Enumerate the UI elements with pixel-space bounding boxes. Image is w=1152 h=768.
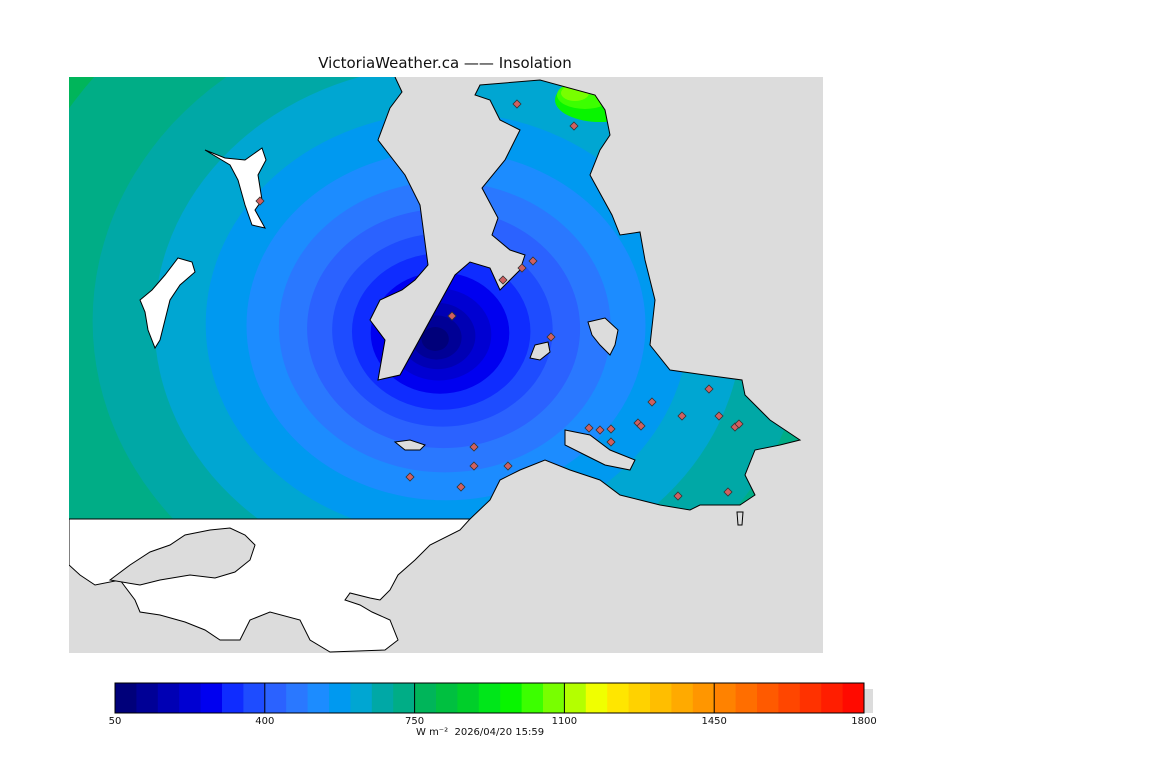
station-marker — [569, 121, 579, 131]
colorbar-swatch — [692, 683, 715, 713]
station-marker — [595, 425, 605, 435]
small-lake-east — [529, 341, 551, 361]
station-marker — [636, 421, 646, 431]
colorbar-swatch — [543, 683, 565, 713]
colorbar-swatch — [585, 683, 608, 713]
station-marker — [456, 482, 466, 492]
station-marker — [469, 461, 479, 471]
station-marker — [447, 311, 457, 321]
colorbar-swatch — [222, 683, 244, 713]
colorbar-swatch — [457, 683, 480, 713]
colorbar-swatch — [200, 683, 223, 713]
colorbar-frame — [114, 682, 865, 714]
station-marker — [606, 424, 616, 434]
timestamp-label: 2026/04/20 15:59 — [454, 727, 545, 738]
colorbar-swatch — [136, 683, 159, 713]
colorbar-swatch — [286, 683, 309, 713]
colorbar-tick-label: 750 — [405, 716, 425, 727]
colorbar — [114, 682, 873, 714]
colorbar-swatch — [264, 683, 287, 713]
colorbar-swatch — [393, 683, 416, 713]
colorbar-swatch — [179, 683, 202, 713]
colorbar-tick-label: 50 — [108, 716, 122, 727]
colorbar-swatch — [757, 683, 779, 713]
units-label: W m⁻² — [416, 727, 449, 738]
colorbar-units-and-time: W m⁻² 2026/04/20 15:59 — [416, 727, 544, 738]
station-marker — [498, 275, 508, 285]
station-marker — [584, 423, 594, 433]
station-marker — [255, 196, 265, 206]
colorbar-swatch — [500, 683, 523, 713]
colorbar-swatch — [350, 683, 373, 713]
station-marker — [647, 397, 657, 407]
coastlines — [69, 77, 802, 653]
contour-band — [421, 327, 449, 351]
colorbar-tick-label: 1450 — [701, 716, 727, 727]
colorbar-swatch — [714, 683, 737, 713]
colorbar-tick-label: 1800 — [851, 716, 877, 727]
station-marker — [517, 263, 527, 273]
station-marker — [677, 411, 687, 421]
station-marker — [606, 437, 616, 447]
colorbar-swatch — [821, 683, 844, 713]
island-southeast — [736, 511, 744, 526]
coastline-outline — [369, 77, 802, 520]
station-marker — [512, 99, 522, 109]
lake-southwest — [139, 257, 196, 350]
weather-stations — [255, 99, 744, 501]
colorbar-swatch — [414, 683, 437, 713]
inlet-east — [564, 429, 636, 471]
colorbar-swatch — [735, 683, 758, 713]
station-marker — [405, 472, 415, 482]
colorbar-swatch — [778, 683, 801, 713]
station-marker — [546, 332, 556, 342]
station-marker — [673, 491, 683, 501]
colorbar-swatch — [650, 683, 672, 713]
colorbar-swatch — [243, 683, 266, 713]
station-marker — [503, 461, 513, 471]
colorbar-swatch — [799, 683, 822, 713]
map-title: VictoriaWeather.ca —— Insolation — [318, 54, 572, 72]
colorbar-swatch — [628, 683, 651, 713]
colorbar-swatch — [329, 683, 351, 713]
olympic-land — [108, 527, 256, 586]
colorbar-swatch — [157, 683, 180, 713]
colorbar-tick-label: 400 — [255, 716, 275, 727]
colorbar-swatch — [436, 683, 458, 713]
colorbar-swatch — [478, 683, 501, 713]
station-marker — [714, 411, 724, 421]
station-marker — [528, 256, 538, 266]
station-marker — [723, 487, 733, 497]
colorbar-swatch — [115, 683, 137, 713]
station-marker — [734, 419, 744, 429]
colorbar-swatch — [371, 683, 394, 713]
colorbar-swatch — [521, 683, 544, 713]
colorbar-swatch — [671, 683, 694, 713]
station-marker — [469, 442, 479, 452]
colorbar-shadow — [864, 689, 873, 713]
small-island — [393, 439, 426, 451]
colorbar-tick-label: 1100 — [551, 716, 578, 727]
colorbar-swatch — [607, 683, 630, 713]
lake-east — [587, 317, 619, 356]
lake-west — [204, 147, 267, 229]
station-marker — [704, 384, 714, 394]
colorbar-swatch — [307, 683, 330, 713]
colorbar-swatch — [842, 683, 865, 713]
colorbar-swatch — [564, 683, 587, 713]
